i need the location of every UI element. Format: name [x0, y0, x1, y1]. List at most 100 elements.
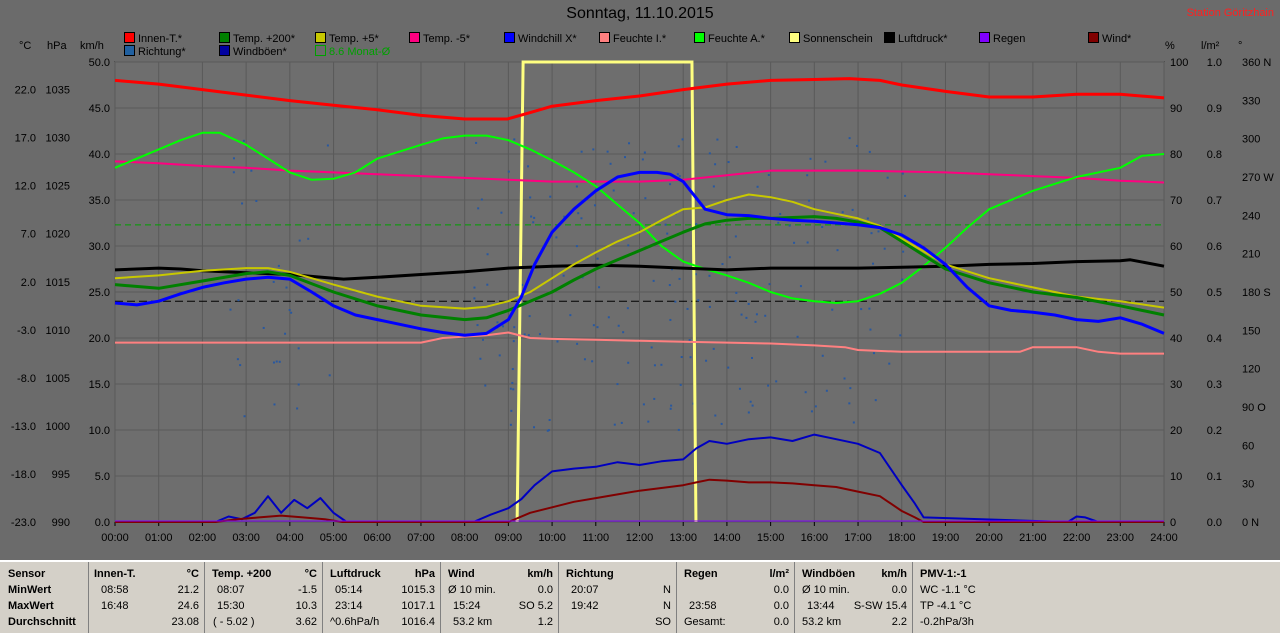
direction-point [877, 230, 880, 233]
direction-point [272, 361, 275, 364]
x-tick-label: 17:00 [844, 532, 872, 544]
direction-point [767, 173, 770, 176]
direction-point [620, 421, 623, 424]
humidity-tick-label: 0 [1170, 517, 1176, 529]
pressure-tick-label: 1025 [46, 181, 70, 193]
stats-avg-label: ^0.6hPa/h [330, 616, 380, 628]
direction-point [750, 356, 753, 359]
stats-value: 0.0 [773, 584, 789, 596]
x-tick-label: 18:00 [888, 532, 916, 544]
legend-item: Temp. +200* [219, 32, 296, 45]
stats-value: 2.2 [891, 616, 907, 628]
rain-tick-label: 0.4 [1207, 333, 1222, 345]
x-tick-label: 07:00 [407, 532, 435, 544]
direction-point [677, 145, 680, 148]
humidity-tick-label: 60 [1170, 241, 1182, 253]
direction-point [901, 278, 904, 281]
pressure-tick-label: 995 [52, 469, 70, 481]
stats-header: Windböen [802, 568, 856, 580]
direction-point [530, 215, 533, 218]
direction-point [738, 387, 741, 390]
rain-tick-label: 0.8 [1207, 149, 1222, 161]
humidity-tick-label: 80 [1170, 149, 1182, 161]
direction-point [874, 399, 877, 402]
direction-point [481, 338, 484, 341]
direction-point [796, 335, 799, 338]
direction-point [297, 383, 300, 386]
direction-point [612, 189, 615, 192]
direction-point [888, 362, 891, 365]
direction-point [277, 264, 280, 267]
speed-tick-label: 20.0 [89, 333, 110, 345]
direction-point [626, 307, 629, 310]
pressure-tick-label: 1015 [46, 277, 70, 289]
direction-point [575, 245, 578, 248]
direction-point [593, 204, 596, 207]
pressure-tick-label: 990 [52, 517, 70, 529]
speed-tick-label: 40.0 [89, 149, 110, 161]
direction-point [546, 429, 549, 432]
direction-point [869, 328, 872, 331]
direction-point [549, 195, 552, 198]
x-tick-label: 24:00 [1150, 532, 1178, 544]
direction-point [598, 286, 601, 289]
stats-unit: °C [304, 568, 317, 580]
direction-point [825, 389, 828, 392]
stats-header: Temp. +200 [212, 568, 272, 580]
direction-point [831, 308, 834, 311]
direction-tick-label: 270 W [1242, 172, 1274, 184]
legend-label: Sonnenschein [803, 33, 873, 45]
legend-item: Regen [979, 32, 1026, 45]
direction-point [666, 232, 669, 235]
x-tick-label: 10:00 [538, 532, 566, 544]
direction-point [680, 356, 683, 359]
direction-point [278, 360, 281, 363]
legend-label: Regen [993, 33, 1026, 45]
direction-point [632, 212, 635, 215]
stats-header: Innen-T. [94, 568, 136, 580]
direction-point [328, 374, 331, 377]
direction-point [475, 141, 478, 144]
stats-value: -1.5 [298, 584, 317, 596]
direction-point [591, 360, 594, 363]
direction-point [678, 175, 681, 178]
direction-point [821, 354, 824, 357]
legend-label: Temp. +200* [233, 33, 296, 45]
legend-swatch [694, 32, 705, 43]
series-line [114, 215, 1165, 322]
stats-unit: hPa [414, 568, 435, 580]
direction-point [768, 283, 771, 286]
legend-item: 8.6 Monat-Ø [315, 45, 390, 58]
x-tick-label: 23:00 [1107, 532, 1135, 544]
direction-point [669, 407, 672, 410]
direction-point [498, 354, 501, 357]
legend-swatch [599, 32, 610, 43]
direction-point [272, 280, 275, 283]
humidity-tick-label: 10 [1170, 471, 1182, 483]
direction-point [577, 212, 580, 215]
x-tick-label: 13:00 [669, 532, 697, 544]
x-tick-label: 00:00 [101, 532, 129, 544]
unit-hum: % [1165, 40, 1175, 52]
humidity-tick-label: 70 [1170, 195, 1182, 207]
speed-tick-label: 5.0 [95, 471, 110, 483]
direction-point [628, 142, 631, 145]
pressure-tick-label: 1035 [46, 85, 70, 97]
stats-col-regen: Regen l/m² 0.0 23:58 0.0 Gesamt: 0.0 [677, 562, 795, 633]
series-line [115, 433, 1164, 523]
legend-item: Richtung* [124, 45, 186, 58]
legend-swatch [979, 32, 990, 43]
direction-point [664, 223, 667, 226]
legend-swatch [219, 45, 230, 56]
direction-point [883, 247, 886, 250]
legend-swatch [409, 32, 420, 43]
direction-point [899, 334, 902, 337]
stats-col-richtung: Richtung 20:07 N 19:42 N SO [559, 562, 677, 633]
humidity-tick-label: 20 [1170, 425, 1182, 437]
x-tick-label: 15:00 [757, 532, 785, 544]
legend-swatch [315, 32, 326, 43]
direction-point [592, 148, 595, 151]
weather-chart: 00:00 01:00 02:00 03:00 04:00 05:00 06:00 07:00… [11, 57, 1274, 544]
legend-swatch [124, 32, 135, 43]
stats-time: 08:07 [217, 584, 245, 596]
